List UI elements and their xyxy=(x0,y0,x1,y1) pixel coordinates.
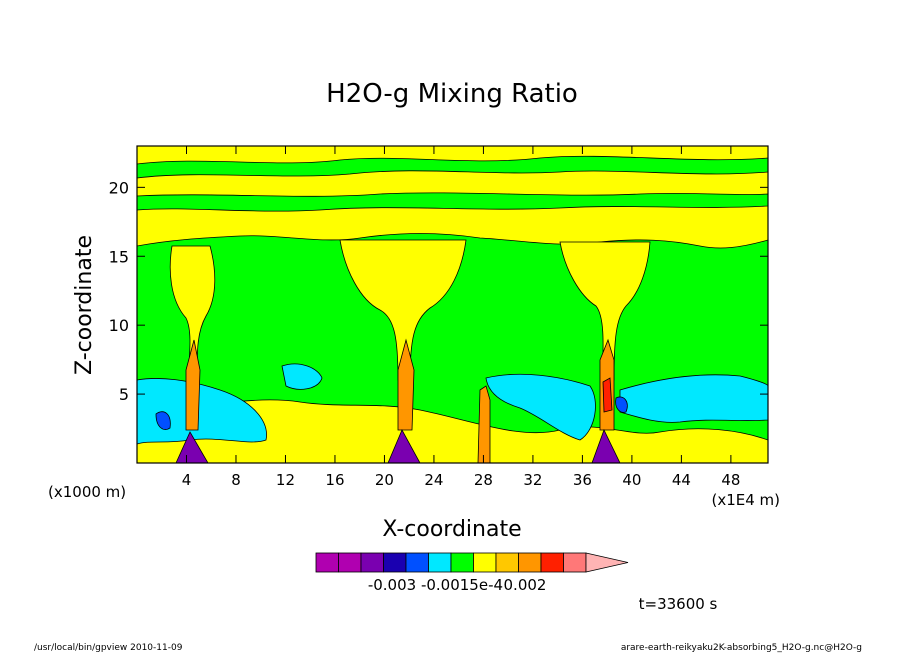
x-tick-label: 16 xyxy=(325,471,344,489)
colorbar-swatch xyxy=(315,552,339,573)
chart-title: H2O-g Mixing Ratio xyxy=(326,79,578,109)
x-tick-label: 12 xyxy=(276,471,295,489)
x-tick-label: 40 xyxy=(622,471,641,489)
y-tick-label: 5 xyxy=(119,385,129,404)
colorbar-swatch xyxy=(428,552,452,573)
upper-green-streak xyxy=(137,155,768,179)
colorbar-swatch xyxy=(518,552,542,573)
x-tick-label: 48 xyxy=(721,471,740,489)
y-axis-ticks: 5 10 15 20 xyxy=(109,178,768,404)
colorbar-swatch xyxy=(383,552,407,573)
colorbar-label: 0.002 xyxy=(504,576,547,594)
x-tick-label: 28 xyxy=(474,471,493,489)
x-unit-label: (x1000 m) xyxy=(48,483,126,501)
updraft-core xyxy=(477,385,491,463)
colorbar xyxy=(315,552,629,573)
x-axis-label: X-coordinate xyxy=(382,517,521,542)
blue-region xyxy=(615,396,628,413)
footer-left: /usr/local/bin/gpview 2010-11-09 xyxy=(34,643,183,653)
cyan-region xyxy=(281,363,323,390)
x-tick-label: 24 xyxy=(424,471,443,489)
x-tick-label: 8 xyxy=(231,471,241,489)
cyan-region xyxy=(619,374,768,423)
colorbar-swatch xyxy=(338,552,362,573)
time-annotation: t=33600 s xyxy=(639,595,718,613)
colorbar-swatch xyxy=(450,552,474,573)
y-tick-label: 15 xyxy=(109,247,129,266)
x-tick-label: 44 xyxy=(672,471,691,489)
updraft-core xyxy=(185,339,201,431)
colorbar-swatch xyxy=(360,552,384,573)
blue-region xyxy=(155,411,171,430)
surface-low xyxy=(591,428,621,463)
cyan-region xyxy=(485,373,596,441)
x-scale-note: (x1E4 m) xyxy=(711,491,780,509)
x-tick-label: 20 xyxy=(375,471,394,489)
updraft-peak xyxy=(602,377,613,413)
upper-green-streak xyxy=(137,192,768,212)
colorbar-swatch xyxy=(563,552,587,573)
colorbar-swatch xyxy=(495,552,519,573)
x-axis-ticks: 4 8 12 16 20 24 28 32 36 40 44 48 xyxy=(182,146,740,489)
x-tick-label: 32 xyxy=(523,471,542,489)
x-tick-label: 4 xyxy=(182,471,192,489)
colorbar-swatch xyxy=(473,552,497,573)
plot-area xyxy=(137,146,768,463)
colorbar-extend-arrow xyxy=(585,552,629,573)
colorbar-label: -0.003 xyxy=(368,576,416,594)
x-tick-label: 36 xyxy=(573,471,592,489)
surface-low xyxy=(175,431,209,463)
colorbar-label: -0.0015e-4 xyxy=(421,576,503,594)
updraft-core xyxy=(397,338,415,431)
colorbar-swatch xyxy=(540,552,564,573)
y-tick-label: 20 xyxy=(109,178,129,197)
plot-frame xyxy=(136,145,769,464)
surface-low xyxy=(387,429,421,463)
y-axis-label: Z-coordinate xyxy=(72,235,97,375)
footer-right: arare-earth-reikyaku2K-absorbing5_H2O-g.… xyxy=(621,643,862,653)
colorbar-labels: -0.003 -0.0015e-4 0.002 xyxy=(368,576,547,594)
colorbar-swatch xyxy=(405,552,429,573)
y-tick-label: 10 xyxy=(109,316,129,335)
